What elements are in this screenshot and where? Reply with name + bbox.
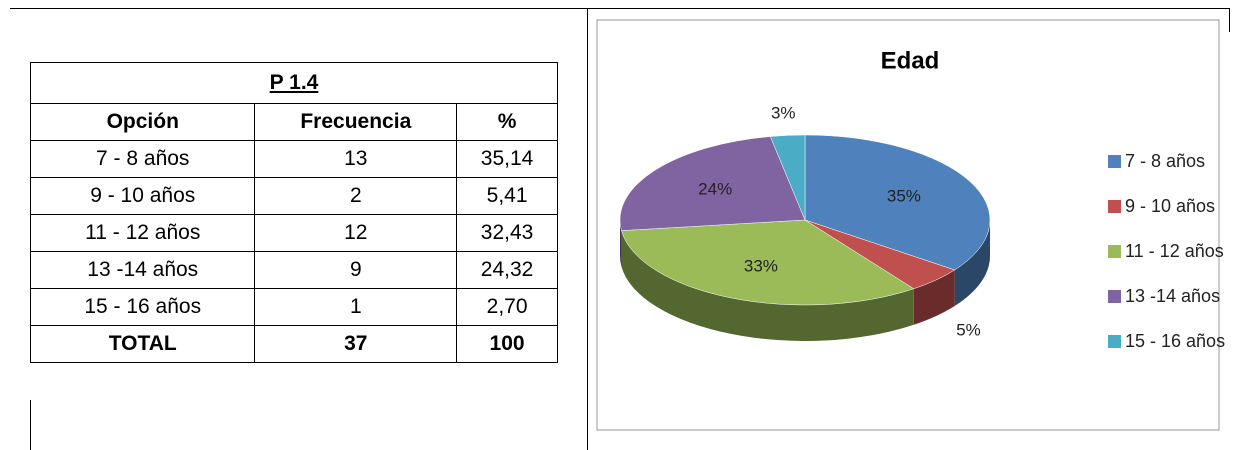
table-cell: 2 — [254, 177, 458, 215]
legend-label: 13 -14 años — [1125, 286, 1220, 306]
data-label: 24% — [698, 180, 732, 199]
table-row: TOTAL 37 100 — [29, 325, 558, 363]
legend-swatch — [1108, 200, 1121, 213]
table-row: Opción Frecuencia% — [29, 103, 558, 141]
pie-slice — [621, 219, 915, 306]
table-cell: 5,41 — [456, 177, 558, 215]
table-cell: 11 - 12 años — [29, 214, 256, 252]
data-label: 5% — [956, 321, 981, 340]
slice-side — [954, 220, 990, 306]
slice-side — [620, 220, 622, 267]
frame-line — [1229, 8, 1230, 32]
pie-slice — [769, 134, 806, 221]
table-cell: 1 — [254, 288, 458, 326]
table-cell: TOTAL — [29, 325, 256, 363]
table-cell: 2,70 — [456, 288, 558, 326]
frame-line — [587, 8, 588, 450]
table-cell: 35,14 — [456, 140, 558, 178]
table-row: 15 - 16 años 1 2,70 — [29, 288, 558, 326]
pie-slice — [804, 134, 991, 271]
data-label: 35% — [887, 186, 921, 205]
legend-swatch — [1108, 335, 1121, 348]
table-cell: 9 — [254, 251, 458, 289]
data-label: 33% — [744, 256, 778, 275]
table-cell: Opción — [29, 103, 256, 141]
legend-swatch — [1108, 155, 1121, 168]
slice-side — [621, 230, 914, 341]
table-row: 13 -14 años 9 24,32 — [29, 251, 558, 289]
pie-slice — [619, 136, 806, 231]
legend-label: 11 - 12 años — [1125, 241, 1224, 261]
table-cell: 24,32 — [456, 251, 558, 289]
chart-title: Edad — [881, 47, 940, 74]
table-cell: 32,43 — [456, 214, 558, 252]
table-cell: 15 - 16 años — [29, 288, 256, 326]
table-cell: 12 — [254, 214, 458, 252]
frame-line — [30, 400, 31, 450]
table-cell: 37 — [254, 325, 458, 363]
legend-swatch — [1108, 245, 1121, 258]
legend-label: 7 - 8 años — [1125, 151, 1205, 171]
table-row: 9 - 10 años 2 5,41 — [29, 177, 558, 215]
table-cell: 13 -14 años — [29, 251, 256, 289]
frame-line — [10, 8, 1230, 9]
legend-label: 15 - 16 años — [1125, 331, 1225, 351]
table-row: 11 - 12 años 12 32,43 — [29, 214, 558, 252]
legend-swatch — [1108, 290, 1121, 303]
data-table: P 1.4 Opción Frecuencia% 7 - 8 años 13 35,14… — [29, 62, 558, 363]
legend-label: 9 - 10 años — [1125, 196, 1215, 216]
table-cell: 9 - 10 años — [29, 177, 256, 215]
table-cell: 100 — [456, 325, 558, 363]
data-label: 3% — [771, 104, 796, 123]
slice-side — [913, 269, 955, 325]
